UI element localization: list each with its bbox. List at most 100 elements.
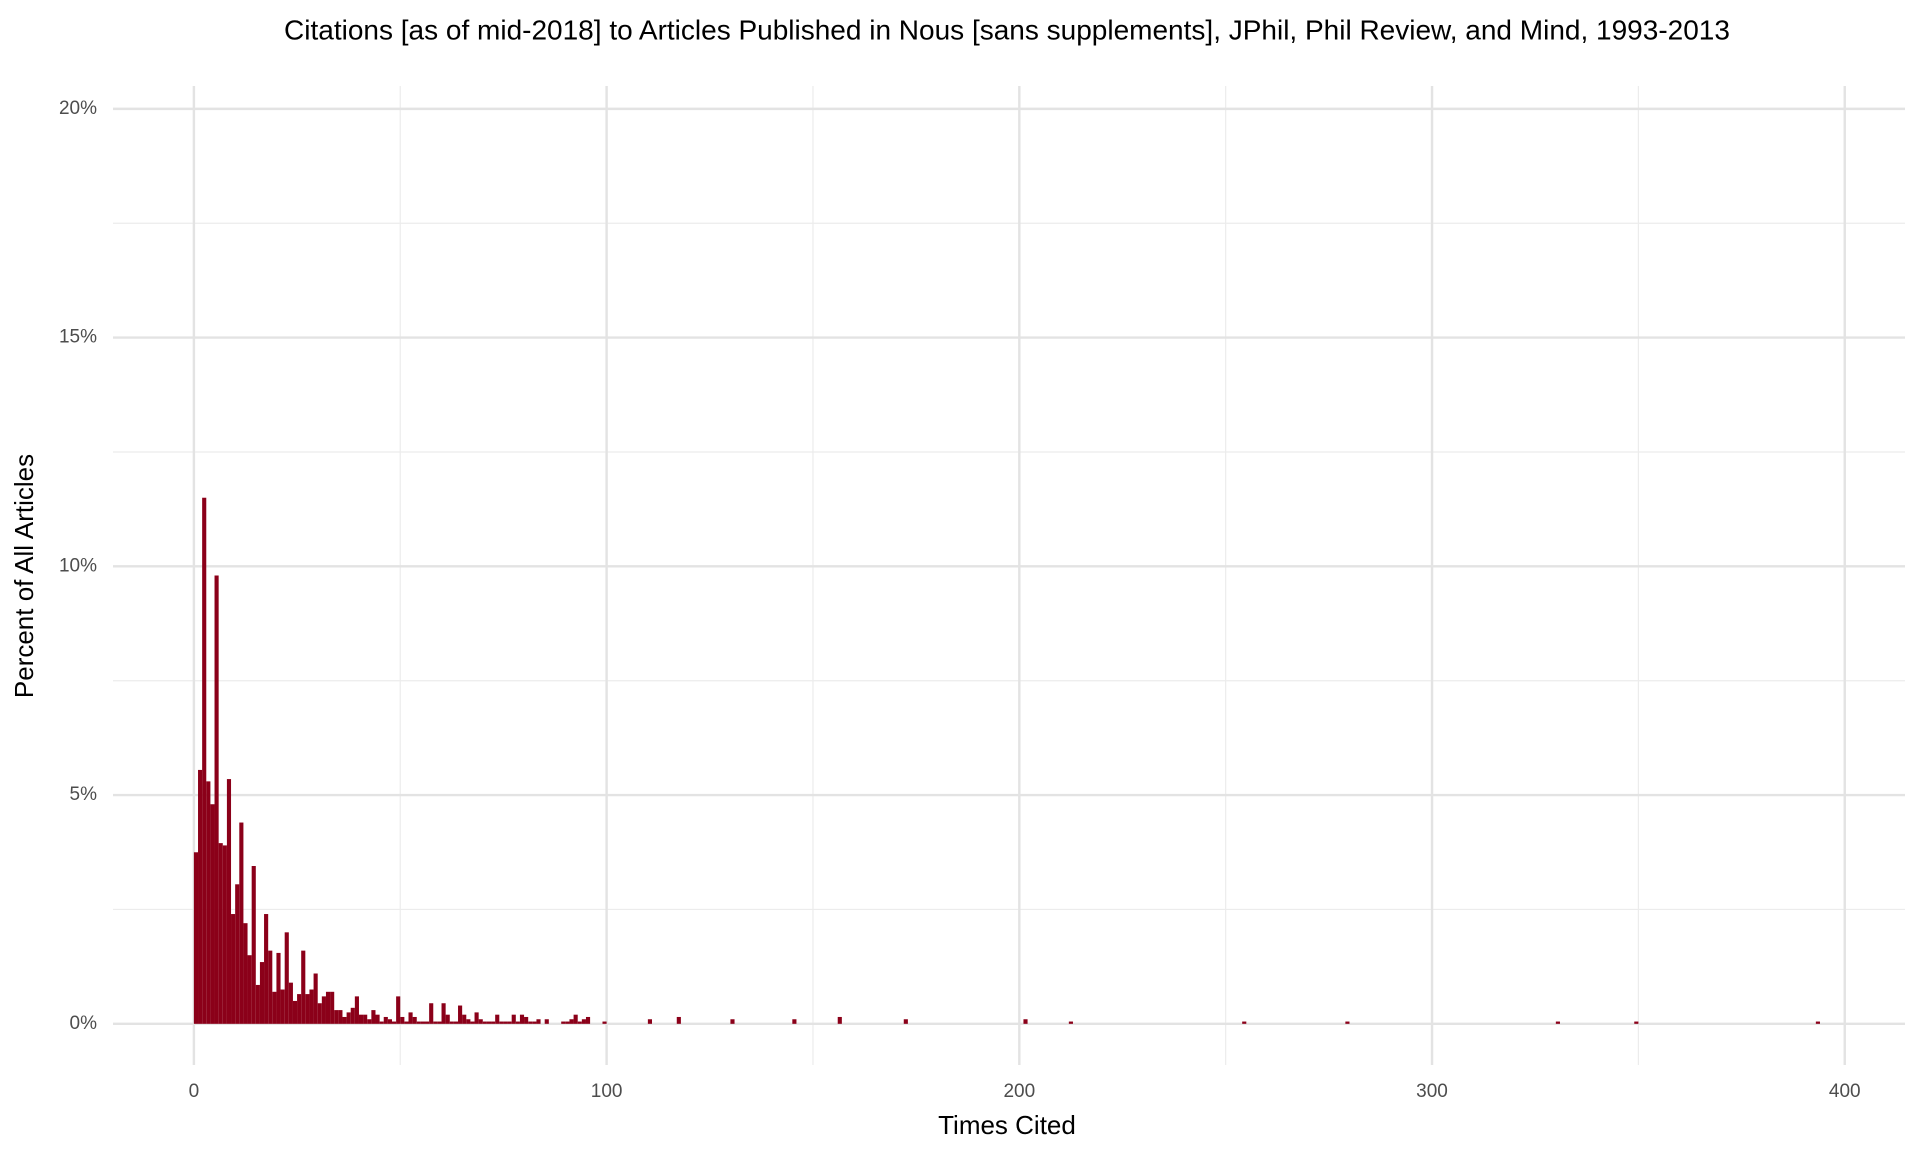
bar bbox=[214, 575, 219, 1024]
bar bbox=[309, 989, 314, 1024]
bar bbox=[301, 950, 306, 1024]
bar bbox=[235, 884, 240, 1024]
x-tick-label: 0 bbox=[189, 1081, 200, 1102]
bar bbox=[837, 1016, 842, 1024]
bar bbox=[350, 1007, 355, 1024]
bar bbox=[528, 1021, 533, 1024]
bar bbox=[507, 1021, 512, 1024]
bar bbox=[367, 1019, 372, 1024]
bar bbox=[466, 1019, 471, 1024]
bar bbox=[486, 1021, 492, 1024]
bar bbox=[226, 779, 232, 1024]
bar bbox=[268, 950, 273, 1024]
bar bbox=[425, 1021, 430, 1024]
bar bbox=[317, 1003, 322, 1024]
y-tick-label: 5% bbox=[70, 784, 98, 805]
x-tick-label: 100 bbox=[591, 1081, 623, 1102]
bar bbox=[375, 1014, 380, 1024]
bar bbox=[210, 804, 215, 1024]
bar bbox=[903, 1019, 908, 1024]
bar bbox=[453, 1021, 459, 1024]
bar bbox=[478, 1019, 483, 1024]
bar bbox=[441, 1003, 446, 1024]
bar bbox=[416, 1021, 421, 1024]
bar bbox=[482, 1021, 487, 1024]
bar bbox=[569, 1019, 574, 1024]
bar bbox=[602, 1021, 607, 1024]
bar bbox=[676, 1016, 681, 1024]
bar bbox=[565, 1021, 570, 1024]
bar bbox=[1815, 1021, 1820, 1024]
bar bbox=[524, 1016, 529, 1024]
bar bbox=[292, 1000, 298, 1024]
bar bbox=[1634, 1021, 1639, 1024]
bar bbox=[342, 1016, 347, 1024]
bar bbox=[379, 1021, 384, 1024]
x-axis-label: Times Cited bbox=[938, 1110, 1076, 1140]
bar bbox=[396, 996, 401, 1024]
bar bbox=[247, 955, 252, 1024]
x-tick-label: 300 bbox=[1416, 1081, 1448, 1102]
bar bbox=[581, 1019, 586, 1024]
bar bbox=[202, 497, 207, 1024]
bar bbox=[1068, 1021, 1073, 1024]
bar bbox=[536, 1019, 541, 1024]
bar bbox=[297, 994, 302, 1024]
bar bbox=[193, 852, 199, 1024]
bar bbox=[371, 1010, 376, 1024]
y-axis-label: Percent of All Articles bbox=[9, 454, 39, 698]
bar bbox=[354, 996, 359, 1024]
bar bbox=[408, 1012, 413, 1024]
bar bbox=[491, 1021, 496, 1024]
bar bbox=[462, 1014, 467, 1024]
chart-title: Citations [as of mid-2018] to Articles P… bbox=[284, 14, 1730, 45]
bar bbox=[206, 781, 211, 1024]
bar bbox=[346, 1012, 351, 1024]
bar bbox=[218, 843, 223, 1024]
bar bbox=[251, 865, 256, 1024]
bar bbox=[445, 1014, 450, 1024]
bar bbox=[272, 991, 277, 1024]
bar bbox=[499, 1021, 504, 1024]
bar bbox=[495, 1014, 500, 1024]
bar bbox=[280, 989, 285, 1024]
y-tick-label: 15% bbox=[59, 327, 97, 348]
bar bbox=[391, 1021, 397, 1024]
bar bbox=[429, 1003, 434, 1024]
bar bbox=[532, 1021, 537, 1024]
bar bbox=[284, 932, 289, 1024]
bar bbox=[730, 1019, 735, 1024]
bar bbox=[239, 822, 244, 1024]
bar bbox=[573, 1014, 578, 1024]
bar bbox=[321, 996, 326, 1024]
bar bbox=[1555, 1021, 1560, 1024]
bar bbox=[511, 1014, 516, 1024]
y-tick-label: 20% bbox=[59, 98, 97, 119]
bar bbox=[198, 769, 203, 1024]
bar bbox=[544, 1019, 549, 1024]
bar bbox=[334, 1010, 339, 1024]
bar bbox=[243, 923, 248, 1024]
bar bbox=[338, 1010, 343, 1024]
bar bbox=[1345, 1021, 1350, 1024]
bar bbox=[792, 1019, 797, 1024]
bar bbox=[325, 991, 331, 1024]
bar bbox=[276, 952, 281, 1024]
bar bbox=[561, 1021, 566, 1024]
bar bbox=[577, 1021, 582, 1024]
bar bbox=[412, 1016, 417, 1024]
bar bbox=[585, 1016, 591, 1024]
bar bbox=[404, 1021, 409, 1024]
bar bbox=[231, 914, 236, 1024]
bar bbox=[259, 962, 265, 1024]
bar bbox=[264, 914, 269, 1024]
bar bbox=[313, 973, 318, 1024]
bar bbox=[647, 1019, 653, 1024]
y-tick-label: 10% bbox=[59, 555, 97, 576]
bar bbox=[363, 1014, 368, 1024]
x-tick-label: 400 bbox=[1829, 1081, 1861, 1102]
bar bbox=[400, 1016, 405, 1024]
bar bbox=[519, 1014, 525, 1024]
bar bbox=[503, 1021, 508, 1024]
